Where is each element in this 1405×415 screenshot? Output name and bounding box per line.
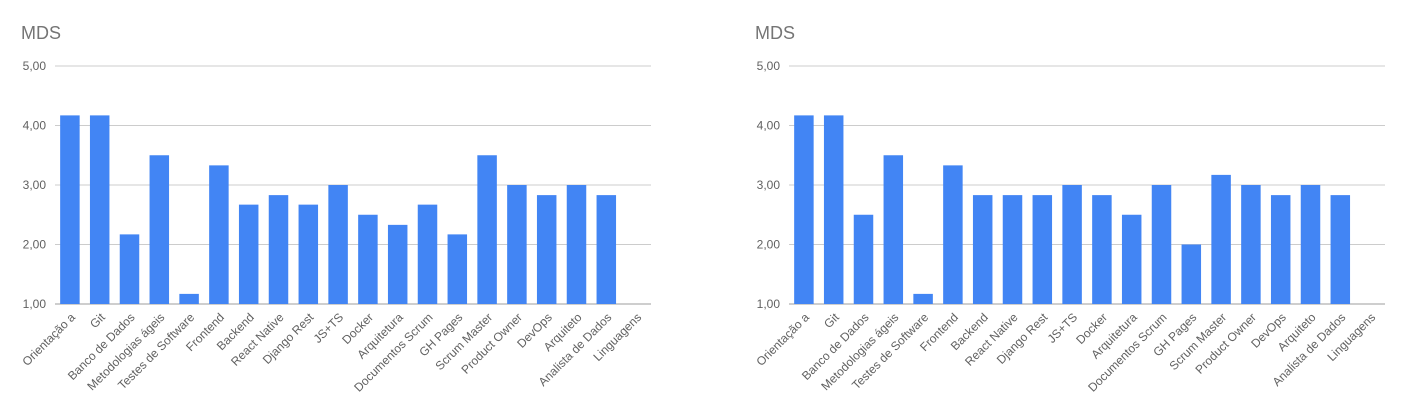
y-tick-label: 3,00 [23,178,47,192]
bar [596,195,617,304]
bar [1092,195,1112,304]
y-tick-label: 5,00 [757,59,781,73]
bar [794,115,814,304]
bar [298,204,319,304]
x-tick-label: Git [87,310,108,331]
bar [1181,244,1202,304]
bar [1300,185,1321,304]
bar [823,115,844,304]
chart-right: 1,00 2,00 3,00 4,00 5,00 Orientação a Git Banco… [734,0,1405,415]
bar [477,155,497,304]
bar [507,185,527,304]
bar [853,214,874,304]
bar [238,204,259,304]
bar [536,195,557,304]
bar [1151,185,1172,304]
y-tick-label: 2,00 [23,238,47,252]
bar [1241,185,1261,304]
y-tick-label: 1,00 [757,297,781,311]
bar [89,115,110,304]
x-tick-label: JS+TS [311,310,347,346]
bar [179,293,199,304]
bar [566,185,587,304]
bar [1062,185,1082,304]
y-tick-label: 3,00 [757,178,781,192]
bar [1330,195,1351,304]
chart-title: MDS [21,23,61,43]
bar [1032,195,1053,304]
chart-left: 1,00 2,00 3,00 4,00 5,00 Orientação a Git Banco… [0,0,690,415]
x-tick-label: Orientação a [754,310,813,369]
bar [60,115,80,304]
chart-title: MDS [755,23,795,43]
bar [1270,195,1291,304]
bar [119,234,140,304]
y-tick-label: 4,00 [23,119,47,133]
y-tick-label: 1,00 [23,297,47,311]
y-tick-label: 5,00 [23,59,47,73]
x-tick-label: JS+TS [1045,310,1081,346]
bar [913,293,933,304]
bar [149,155,170,304]
bar [1211,174,1231,304]
y-tick-label: 4,00 [757,119,781,133]
bar [943,165,963,304]
bar [328,185,348,304]
bar [1002,195,1023,304]
bar [883,155,904,304]
x-tick-label: Orientação a [20,310,79,369]
bar [1121,214,1142,304]
bar [358,214,378,304]
bar [417,204,438,304]
x-tick-label: Git [821,310,842,331]
bar [447,234,468,304]
bar [268,195,289,304]
y-tick-label: 2,00 [757,238,781,252]
bar [387,224,408,304]
bar [209,165,229,304]
bar [972,195,993,304]
